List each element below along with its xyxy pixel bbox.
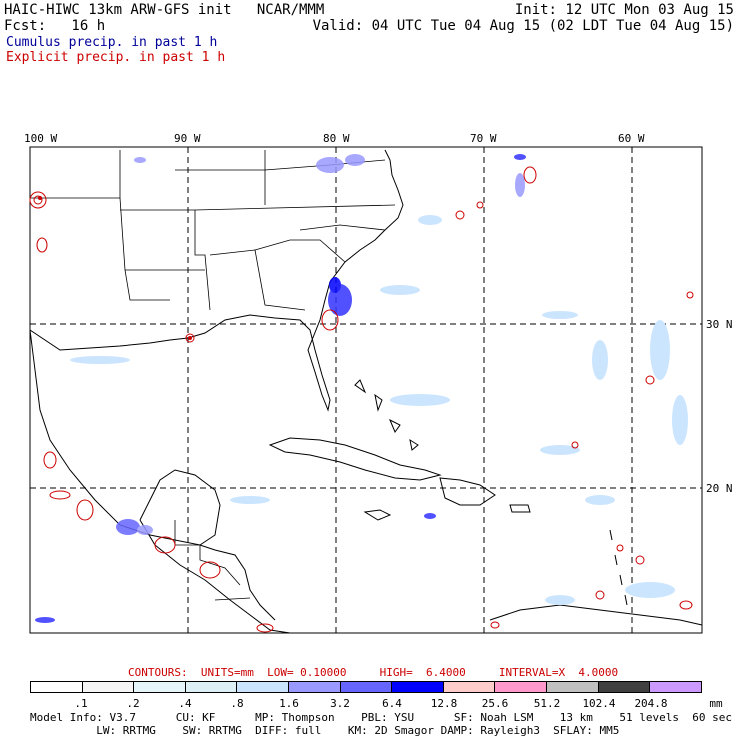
legend-tick: 102.4 (582, 697, 616, 710)
legend-tick: 6.4 (382, 697, 402, 710)
contour-info: CONTOURS: UNITS=mm LOW= 0.10000 HIGH= 6.… (128, 666, 619, 679)
init-time: Init: 12 UTC Mon 03 Aug 15 (514, 2, 734, 18)
legend-cell (31, 682, 83, 692)
legend-tick: 51.2 (533, 697, 561, 710)
legend-tick: 1.6 (279, 697, 299, 710)
explicit-precip-cores (38, 196, 192, 340)
legend-cell (134, 682, 186, 692)
lon-label-100w: 100 W (24, 132, 58, 145)
legend-cell (598, 682, 651, 692)
cumulus-legend-label: Cumulus precip. in past 1 h (6, 35, 218, 50)
legend-cell (547, 682, 599, 692)
lon-label-70w: 70 W (470, 132, 497, 145)
legend-tick: 204.8 (634, 697, 668, 710)
legend-tick: 12.8 (430, 697, 458, 710)
lon-label-80w: 80 W (323, 132, 350, 145)
coastlines (29, 149, 703, 634)
forecast-hour: Fcst: 16 h (4, 18, 106, 34)
legend-cell (289, 682, 341, 692)
legend-cell (185, 682, 238, 692)
legend-tick: .4 (178, 697, 192, 710)
legend-colorbar (30, 681, 702, 693)
valid-time: Valid: 04 UTC Tue 04 Aug 15 (02 LDT Tue … (312, 18, 734, 34)
legend-cell (495, 682, 548, 692)
lat-label-20n: 20 N (706, 482, 733, 495)
legend-unit: mm (709, 697, 723, 710)
grid-lines (30, 147, 702, 633)
map-frame (29, 146, 703, 634)
model-info-line2: LW: RRTMG SW: RRTMG DIFF: full KM: 2D Sm… (30, 724, 620, 737)
legend-tick: .1 (74, 697, 88, 710)
legend-tick: .2 (126, 697, 140, 710)
legend-cell (392, 682, 444, 692)
legend-cell (650, 682, 701, 692)
model-info-line1: Model Info: V3.7 CU: KF MP: Thompson PBL… (30, 711, 732, 724)
light-precip (70, 215, 688, 605)
legend-cell (443, 682, 496, 692)
legend-cell (340, 682, 393, 692)
legend-tick: .8 (230, 697, 244, 710)
map-title: HAIC-HIWC 13km ARW-GFS init NCAR/MMM (4, 2, 325, 18)
legend-cell (237, 682, 290, 692)
lon-label-90w: 90 W (174, 132, 201, 145)
lon-label-60w: 60 W (618, 132, 645, 145)
cumulus-precip (35, 154, 526, 623)
explicit-precip (29, 166, 694, 633)
lat-label-30n: 30 N (706, 318, 733, 331)
legend-tick: 25.6 (481, 697, 509, 710)
explicit-legend-label: Explicit precip. in past 1 h (6, 50, 226, 65)
legend-cell (82, 682, 135, 692)
legend-tick: 3.2 (330, 697, 350, 710)
